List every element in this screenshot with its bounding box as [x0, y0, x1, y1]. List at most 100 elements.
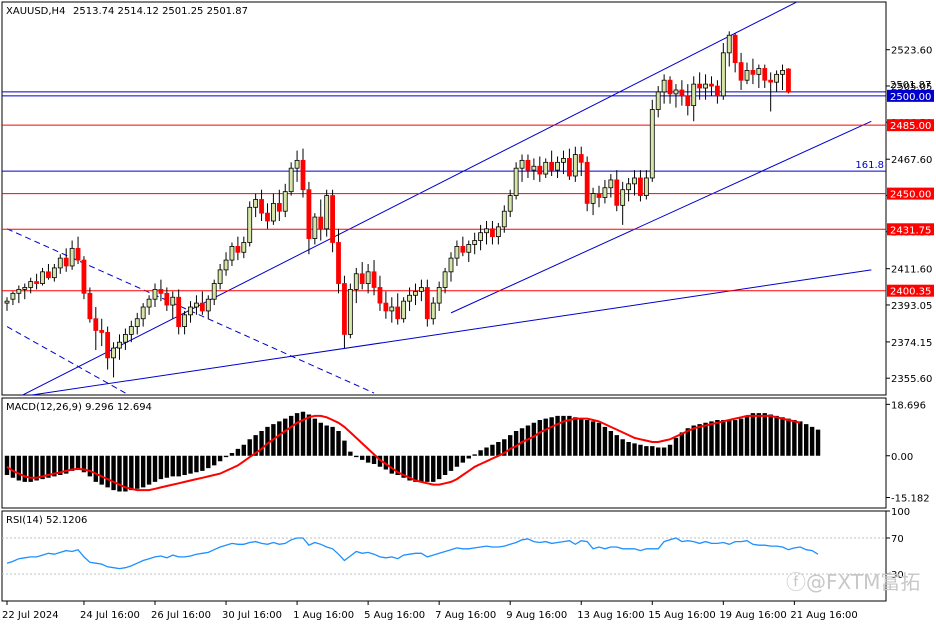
- candle-body: [123, 333, 128, 343]
- macd-bar: [738, 418, 744, 456]
- level-tag: [887, 187, 934, 200]
- macd-bar: [4, 455, 10, 475]
- candle-body: [235, 246, 241, 253]
- candle-body: [164, 292, 170, 306]
- macd-bar: [596, 422, 602, 456]
- candle-body: [673, 89, 679, 95]
- main-y-tick-label: 2467.60: [891, 155, 932, 166]
- level-tag-label: 2500.00: [890, 92, 931, 103]
- candle-body: [549, 161, 555, 171]
- macd-bar: [283, 418, 288, 456]
- macd-bar: [756, 413, 762, 456]
- macd-bar: [40, 455, 45, 480]
- candle-body: [270, 202, 276, 222]
- candle-body: [46, 271, 51, 279]
- panel-frame-rsi: [1, 510, 887, 602]
- candle-body: [424, 287, 430, 320]
- candle-body: [365, 271, 371, 284]
- macd-bar: [555, 415, 560, 456]
- macd-bar: [650, 446, 655, 456]
- candle-body: [205, 298, 211, 312]
- candle-body: [395, 306, 401, 320]
- candle-body: [40, 271, 45, 284]
- x-tick-label: 9 Aug 16:00: [506, 610, 567, 621]
- macd-bar: [401, 455, 406, 478]
- macd-bar: [318, 422, 323, 456]
- macd-bar: [703, 422, 708, 456]
- candle-body: [555, 161, 560, 171]
- candle-body: [697, 83, 703, 89]
- candle-body: [768, 79, 774, 83]
- candle-body: [324, 195, 330, 230]
- candle-body: [632, 177, 637, 185]
- macd-bar: [419, 455, 424, 482]
- macd-bar: [780, 417, 785, 456]
- macd-bar: [804, 424, 809, 456]
- candle-body: [744, 70, 750, 81]
- level-tag: [887, 119, 934, 132]
- rsi-line: [6, 537, 819, 570]
- candle-body: [371, 271, 377, 288]
- candle-body: [288, 167, 294, 193]
- candle-body: [661, 79, 667, 93]
- candle-body: [466, 244, 472, 253]
- candle-body: [347, 289, 353, 335]
- macd-bar: [478, 450, 483, 456]
- main-y-tick-label: 2411.60: [891, 265, 932, 276]
- candle-body: [99, 330, 105, 333]
- macd-bar: [608, 431, 614, 456]
- main-y-tick-label: 2374.15: [891, 338, 932, 349]
- candle-body: [336, 242, 341, 284]
- candle-body: [519, 159, 525, 169]
- macd-bar: [365, 455, 371, 463]
- candle-body: [140, 306, 146, 320]
- macd-bar: [626, 442, 631, 456]
- candle-body: [383, 302, 389, 312]
- macd-bar: [389, 455, 394, 474]
- macd-bar: [442, 455, 448, 475]
- macd-bar: [798, 421, 803, 456]
- candle-body: [418, 287, 424, 292]
- candle-body: [478, 232, 484, 241]
- macd-bar: [259, 431, 264, 456]
- macd-bar: [235, 448, 241, 456]
- macd-bar: [395, 455, 400, 475]
- level-tag: [887, 284, 934, 297]
- candle-body: [513, 167, 519, 196]
- candle-body: [495, 226, 501, 238]
- candle-body: [655, 91, 661, 110]
- macd-bar: [306, 414, 312, 456]
- candle-body: [786, 68, 791, 93]
- macd-bar: [809, 426, 815, 456]
- x-tick-label: 19 Aug 16:00: [719, 610, 786, 621]
- candle-body: [318, 216, 324, 230]
- candle-body: [567, 158, 572, 177]
- candle-body: [188, 306, 193, 316]
- candle-body: [10, 292, 16, 300]
- candle-body: [294, 159, 300, 169]
- candle-body: [247, 206, 253, 243]
- candle-body: [774, 73, 779, 83]
- candle-body: [265, 212, 270, 222]
- candle-body: [720, 52, 726, 97]
- candle-body: [608, 179, 614, 189]
- candle-body: [667, 79, 673, 95]
- macd-bar: [614, 435, 619, 456]
- macd-y-tick-label: 0.00: [891, 452, 913, 463]
- candle-body: [430, 302, 436, 320]
- candle-body: [543, 161, 549, 175]
- candle-body: [194, 302, 199, 308]
- candle-body: [34, 281, 39, 284]
- main-y-tick-label: 2393.05: [891, 301, 932, 312]
- candle-body: [146, 298, 152, 308]
- candle-body: [638, 177, 643, 196]
- rsi-y-tick-label: 70: [891, 534, 904, 545]
- level-tag: [887, 89, 934, 102]
- macd-bar: [762, 413, 767, 456]
- candle-body: [342, 283, 347, 335]
- macd-bar: [324, 425, 329, 456]
- candle-body: [134, 318, 140, 327]
- macd-bar: [81, 455, 87, 473]
- macd-bar: [288, 415, 294, 456]
